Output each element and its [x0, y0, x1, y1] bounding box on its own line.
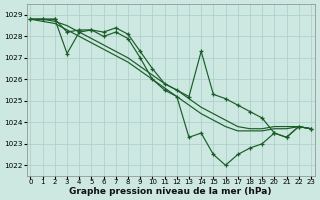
X-axis label: Graphe pression niveau de la mer (hPa): Graphe pression niveau de la mer (hPa)	[69, 187, 272, 196]
